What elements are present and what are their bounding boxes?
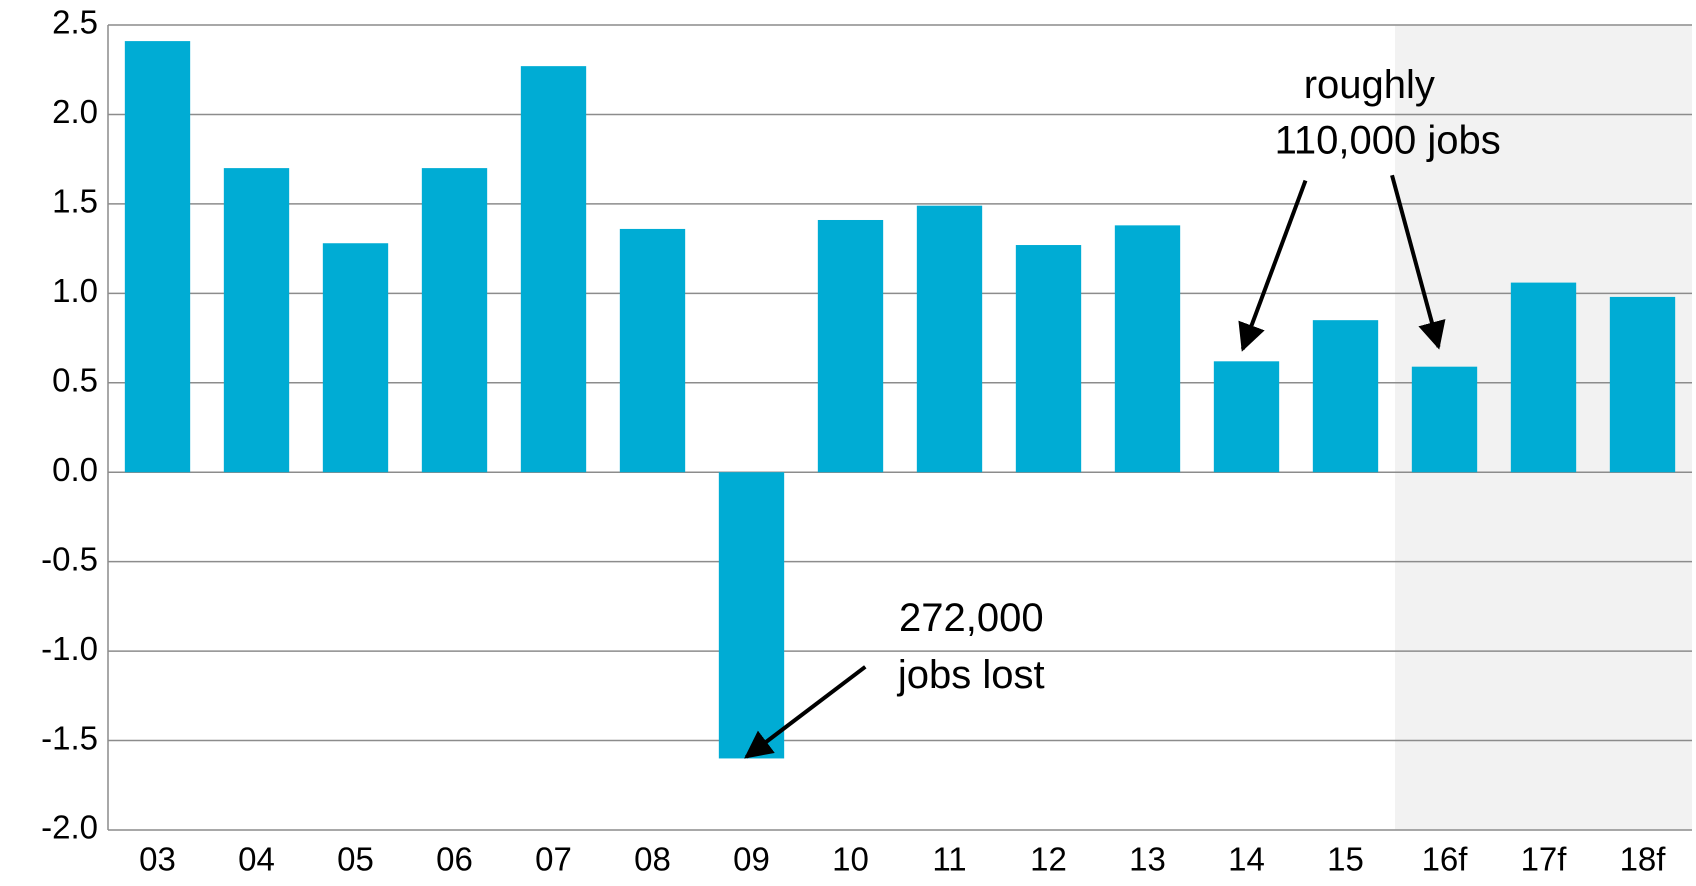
x-tick-label: 10 (832, 841, 869, 878)
y-tick-label: 0.5 (52, 361, 98, 398)
bar (1609, 296, 1676, 473)
y-tick-label: 1.5 (52, 183, 98, 220)
x-tick-label: 03 (139, 841, 176, 878)
x-tick-label: 06 (436, 841, 473, 878)
bar (619, 228, 686, 473)
bar (322, 243, 389, 473)
annotation-text: 272,000 (899, 596, 1044, 640)
y-tick-label: -0.5 (41, 540, 98, 577)
bar (817, 219, 884, 473)
y-tick-label: -1.0 (41, 630, 98, 667)
y-tick-label: -1.5 (41, 719, 98, 756)
annotation-arrow (1238, 179, 1308, 352)
x-tick-label: 16f (1422, 841, 1469, 878)
x-tick-label: 07 (535, 841, 572, 878)
bar (916, 205, 983, 473)
y-tick-label: 1.0 (52, 272, 98, 309)
annotation-text: 110,000 jobs (1275, 119, 1501, 163)
annotation-text: jobs lost (897, 653, 1045, 697)
y-tick-label: -2.0 (41, 809, 98, 846)
x-tick-label: 18f (1620, 841, 1667, 878)
x-tick-label: 17f (1521, 841, 1568, 878)
bar (1312, 320, 1379, 473)
x-tick-label: 09 (733, 841, 770, 878)
bar (520, 66, 587, 473)
annotation-text: roughly (1304, 63, 1435, 107)
bar (223, 168, 290, 473)
y-tick-label: 0.0 (52, 451, 98, 488)
bar (1213, 361, 1280, 473)
annotation-arrow (744, 665, 867, 759)
x-tick-label: 05 (337, 841, 374, 878)
x-tick-label: 13 (1129, 841, 1166, 878)
x-tick-label: 11 (932, 841, 966, 878)
bar (1114, 225, 1181, 473)
bar (1015, 245, 1082, 473)
y-tick-label: 2.0 (52, 93, 98, 130)
x-tick-label: 14 (1228, 841, 1265, 878)
bar (718, 472, 785, 759)
bar (1510, 282, 1577, 473)
bar (1411, 366, 1478, 473)
bar (124, 41, 191, 473)
y-tick-label: 2.5 (52, 4, 98, 41)
x-tick-label: 12 (1030, 841, 1067, 878)
x-tick-label: 04 (238, 841, 275, 878)
bar (421, 168, 488, 473)
x-tick-label: 08 (634, 841, 671, 878)
x-tick-label: 15 (1327, 841, 1364, 878)
annotation-arrow (1390, 174, 1446, 350)
